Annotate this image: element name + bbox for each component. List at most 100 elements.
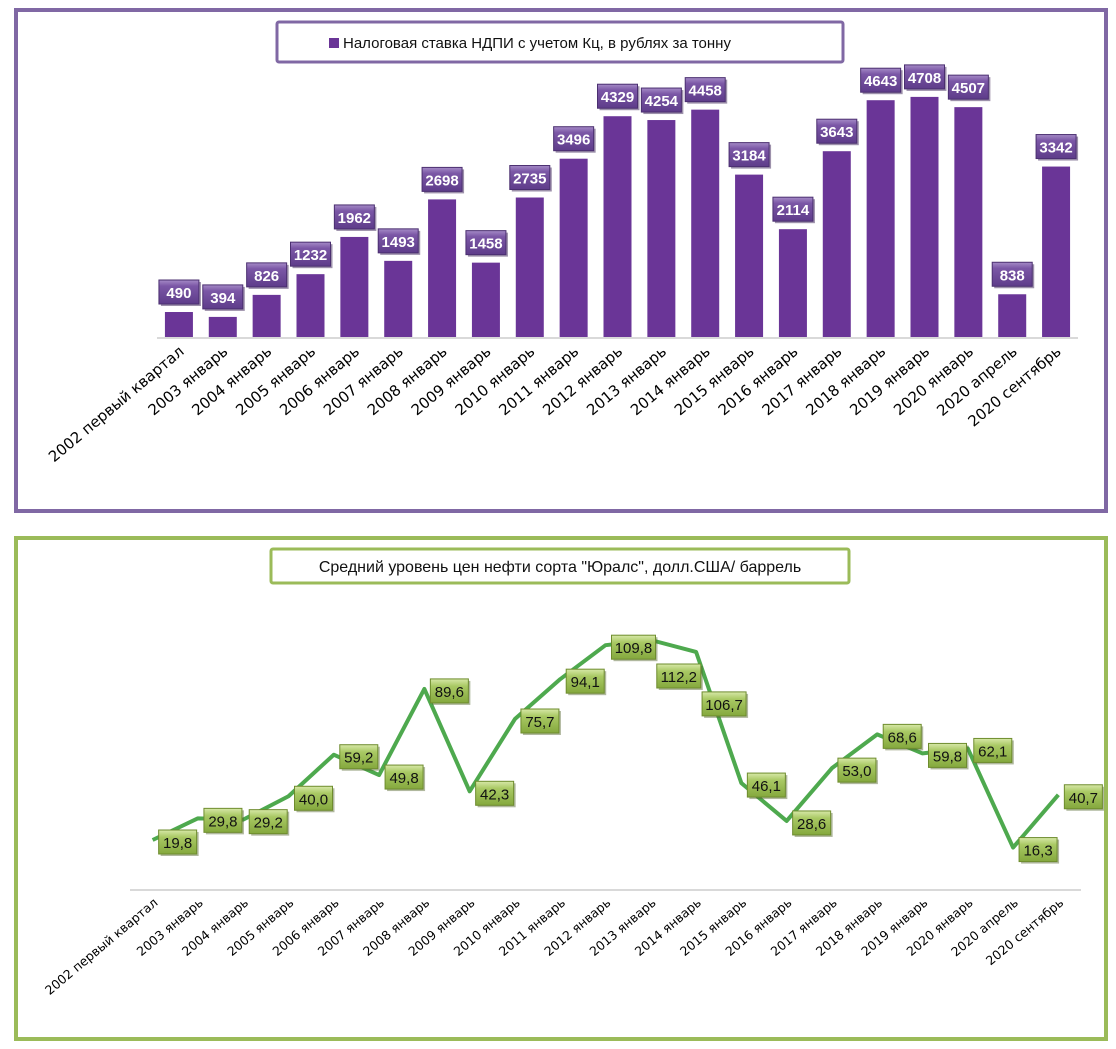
data-label: 4507 bbox=[952, 80, 985, 97]
data-label-box bbox=[656, 663, 702, 689]
data-label-box bbox=[333, 204, 375, 230]
data-label-box bbox=[290, 241, 331, 267]
bar bbox=[340, 236, 369, 337]
data-label: 1493 bbox=[382, 234, 415, 251]
data-label-box bbox=[1018, 837, 1058, 863]
urals-price-line-chart: Средний уровень цен нефти сорта "Юралс",… bbox=[42, 547, 1104, 998]
data-label: 394 bbox=[210, 290, 236, 307]
data-label-box bbox=[728, 142, 770, 168]
data-label-box bbox=[1063, 784, 1103, 810]
data-label: 29,2 bbox=[254, 815, 283, 832]
data-label: 75,7 bbox=[525, 714, 554, 731]
legend-label: Налоговая ставка НДПИ с учетом Кц, в руб… bbox=[343, 35, 731, 52]
bar bbox=[603, 116, 632, 337]
data-label-box bbox=[684, 77, 726, 103]
data-label-box bbox=[158, 829, 198, 855]
data-label-box bbox=[904, 64, 945, 90]
legend-box bbox=[275, 20, 845, 64]
data-label-box bbox=[520, 708, 560, 734]
data-label: 3342 bbox=[1039, 140, 1072, 157]
bar bbox=[428, 199, 457, 337]
data-label: 40,7 bbox=[1069, 790, 1098, 807]
data-label: 490 bbox=[166, 285, 191, 302]
data-label-box bbox=[837, 757, 877, 783]
data-label-box bbox=[1035, 134, 1077, 160]
data-label-box bbox=[597, 83, 638, 109]
bar bbox=[691, 109, 720, 337]
data-label-box bbox=[384, 764, 424, 790]
data-label: 59,2 bbox=[344, 750, 373, 767]
data-label: 94,1 bbox=[571, 674, 600, 691]
data-label: 89,6 bbox=[435, 684, 464, 701]
data-label: 29,8 bbox=[208, 813, 237, 830]
data-label-box bbox=[248, 809, 288, 835]
data-label: 53,0 bbox=[842, 763, 871, 780]
bar bbox=[735, 174, 764, 337]
data-label-box bbox=[421, 166, 463, 192]
data-label: 2114 bbox=[777, 202, 810, 219]
data-label: 112,2 bbox=[661, 669, 697, 686]
data-label-box bbox=[475, 780, 515, 806]
data-label-box bbox=[339, 744, 379, 770]
data-label: 4708 bbox=[908, 70, 941, 87]
x-tick-label: 2020 сентябрь bbox=[983, 895, 1066, 968]
data-label-box bbox=[202, 284, 244, 310]
bar bbox=[471, 262, 500, 337]
data-label-box bbox=[203, 807, 243, 833]
data-label: 106,7 bbox=[705, 697, 743, 714]
data-label-box bbox=[509, 165, 551, 191]
data-label: 2735 bbox=[513, 171, 546, 188]
data-label-box bbox=[377, 228, 419, 254]
data-label-box bbox=[611, 634, 656, 660]
data-label-box bbox=[553, 126, 595, 152]
data-label: 4643 bbox=[864, 73, 897, 90]
data-label-box bbox=[465, 230, 507, 256]
data-label-box bbox=[792, 810, 832, 836]
data-label-box bbox=[246, 262, 288, 288]
data-label: 68,6 bbox=[888, 729, 917, 746]
data-label: 3496 bbox=[557, 132, 590, 149]
bar bbox=[998, 294, 1027, 337]
bar bbox=[647, 120, 676, 338]
data-label: 838 bbox=[1000, 267, 1025, 284]
data-label: 40,0 bbox=[299, 791, 328, 808]
bar bbox=[866, 100, 895, 337]
data-label: 2698 bbox=[425, 172, 458, 189]
data-label-box bbox=[882, 723, 922, 749]
data-label-box bbox=[816, 118, 858, 144]
bar bbox=[954, 107, 983, 337]
legend-swatch bbox=[329, 38, 339, 48]
bar bbox=[778, 229, 807, 337]
data-label-box bbox=[991, 261, 1033, 287]
data-label-box bbox=[701, 691, 747, 717]
data-label-box bbox=[860, 67, 902, 93]
data-label: 3184 bbox=[732, 148, 766, 165]
urals-price-chart-panel: Средний уровень цен нефти сорта "Юралс",… bbox=[14, 536, 1108, 1041]
bar bbox=[296, 274, 325, 337]
data-label: 4458 bbox=[689, 83, 722, 100]
data-label: 1458 bbox=[469, 236, 502, 253]
title-box bbox=[269, 547, 851, 585]
data-label-box bbox=[928, 742, 967, 768]
bar bbox=[384, 260, 413, 337]
data-label-box bbox=[429, 678, 469, 704]
bar bbox=[164, 312, 193, 337]
bar bbox=[1042, 166, 1071, 337]
data-label-box bbox=[746, 772, 786, 798]
data-label-box bbox=[565, 668, 605, 694]
chart-title: Средний уровень цен нефти сорта "Юралс",… bbox=[319, 559, 801, 576]
data-label-box bbox=[640, 87, 682, 113]
bar bbox=[559, 158, 588, 337]
data-label: 28,6 bbox=[797, 816, 826, 833]
data-label: 49,8 bbox=[389, 770, 418, 787]
data-label-box bbox=[158, 279, 200, 305]
data-label: 1962 bbox=[338, 210, 371, 227]
data-label-box bbox=[772, 196, 814, 222]
data-label: 109,8 bbox=[615, 640, 653, 657]
tax-rate-chart-panel: Налоговая ставка НДПИ с учетом Кц, в руб… bbox=[14, 8, 1108, 513]
data-label: 4329 bbox=[601, 89, 634, 106]
bar bbox=[822, 151, 851, 337]
tax-rate-bar-chart: Налоговая ставка НДПИ с учетом Кц, в руб… bbox=[45, 20, 1079, 466]
bar bbox=[208, 316, 237, 337]
data-label: 16,3 bbox=[1023, 843, 1052, 860]
